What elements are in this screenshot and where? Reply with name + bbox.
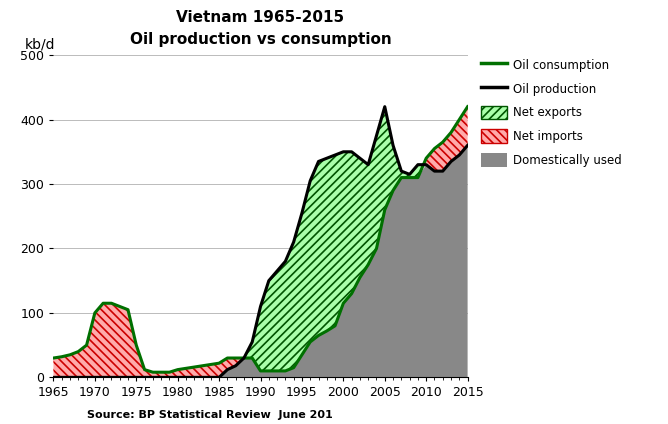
Title: Vietnam 1965-2015
Oil production vs consumption: Vietnam 1965-2015 Oil production vs cons… <box>130 10 391 47</box>
Text: Source: BP Statistical Review  June 201: Source: BP Statistical Review June 201 <box>87 410 333 420</box>
Text: kb/d: kb/d <box>25 38 55 52</box>
Legend: Oil consumption, Oil production, Net exports, Net imports, Domestically used: Oil consumption, Oil production, Net exp… <box>478 55 625 170</box>
